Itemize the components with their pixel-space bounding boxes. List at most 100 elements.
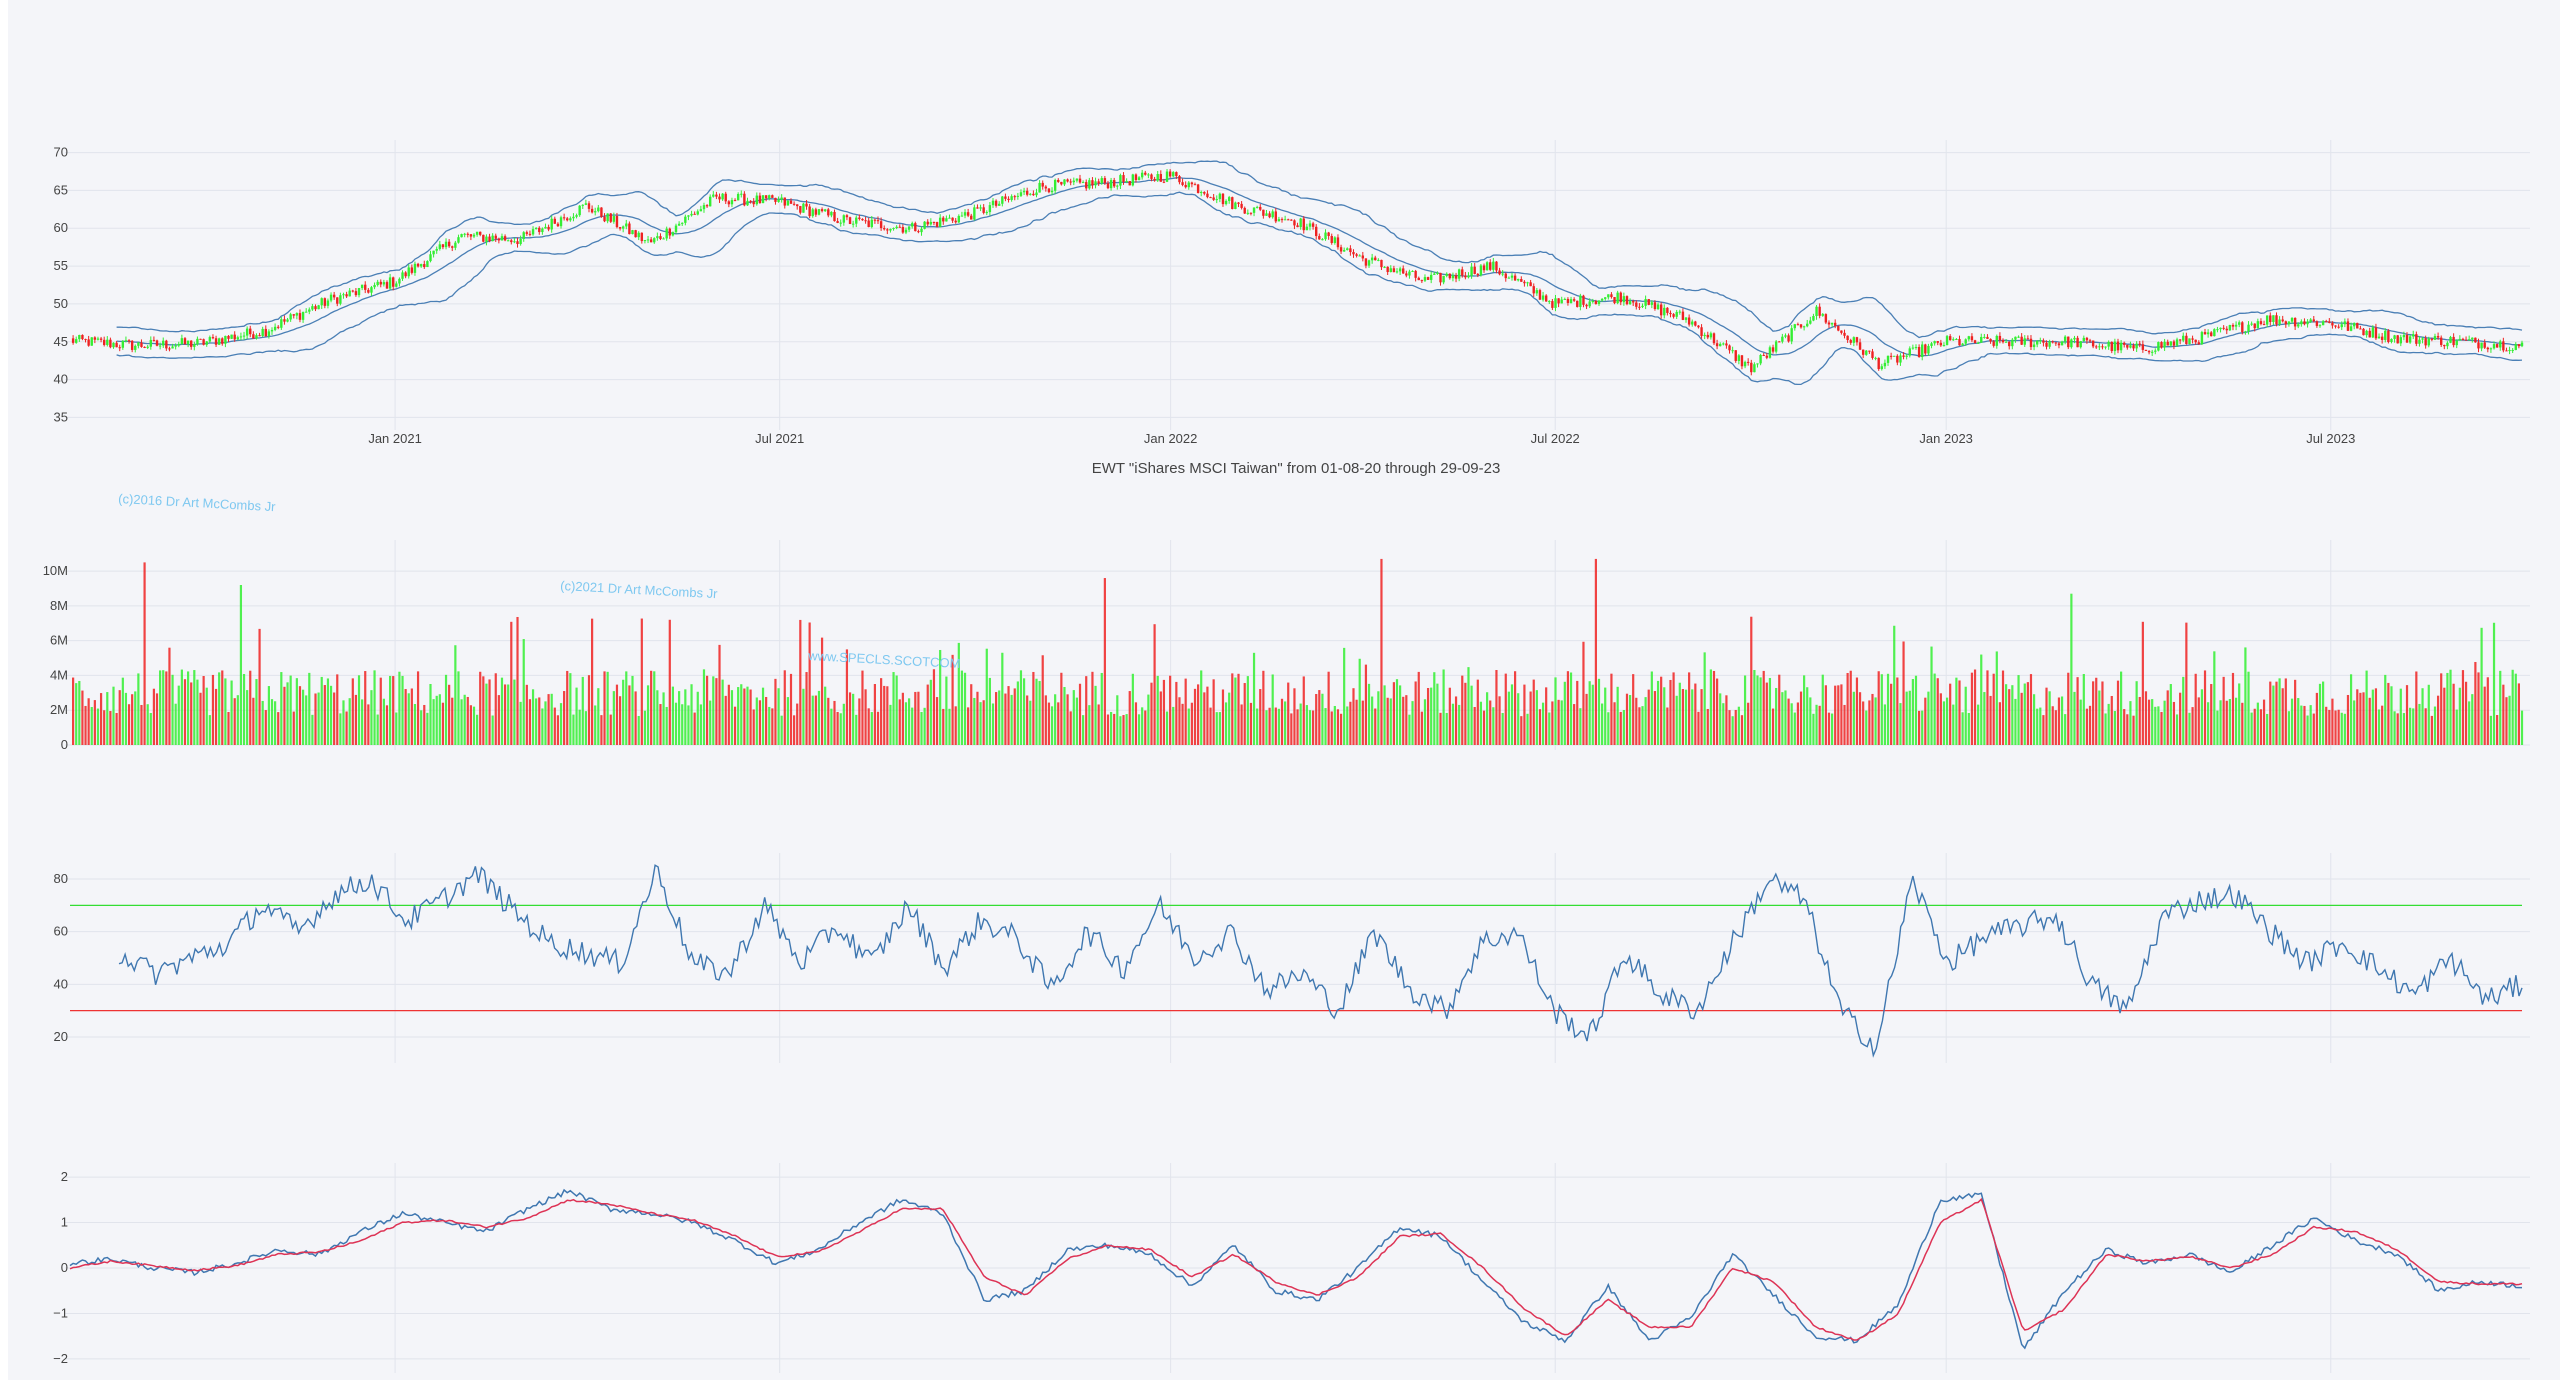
candle-body [1352,252,1355,255]
volume-bar [1855,677,1859,745]
candle-body [1986,336,1989,339]
volume-bar [712,676,715,745]
candle-body [2054,342,2058,344]
volume-bar [435,695,438,745]
candle-body [81,334,84,340]
volume-bar [1215,712,1218,745]
volume-bar [2017,675,2020,745]
candle-body [177,343,180,346]
candle-body [2297,324,2300,327]
volume-bar [314,693,317,745]
candle-body [1290,219,1293,221]
candle-body [827,209,830,216]
candle-body [2511,349,2514,351]
candle-body [205,341,208,345]
volume-bar [855,714,858,745]
volume-bar [2001,670,2005,745]
candle-body [1669,312,1672,315]
volume-bar [1939,693,1942,745]
volume-bar [1280,698,1284,745]
candle-body [867,220,870,227]
volume-bar [2020,692,2023,745]
volume-bar [705,675,709,745]
volume-bar [1001,652,1004,745]
y-tick-label: 55 [54,258,68,273]
volume-bar [2023,683,2026,745]
volume-bar [1467,667,1470,745]
candle-body [2200,332,2204,345]
band-lower-line [116,191,2523,386]
candle-body [423,264,426,268]
candle-body [951,217,954,221]
volume-bar [2511,669,2514,745]
volume-bar [149,713,152,745]
volume-bar [1091,671,1094,745]
candle-body [1821,314,1824,316]
volume-bar [1569,672,1573,745]
volume-bar [392,676,395,745]
volume-bar [1197,684,1200,745]
volume-bar [227,711,230,745]
candle-body [2306,321,2309,325]
candle-body [1442,275,1445,283]
candle-body [1249,212,1253,214]
volume-bar [740,684,743,745]
volume-bar [2110,695,2113,745]
candle-body [1768,347,1772,358]
volume-bar [2502,684,2505,745]
candle-body [923,221,926,229]
volume-bar [1411,701,1414,745]
volume-bar [1880,674,1883,745]
volume-bar [1765,682,1768,745]
volume-bar [976,691,979,745]
volume-bar [280,672,283,745]
candlesticks [71,169,2524,376]
candle-body [2343,321,2347,325]
candle-body [2250,323,2253,325]
candle-body [758,195,762,204]
candle-body [217,338,221,345]
volume-bar [793,715,796,745]
volume-bar [2365,670,2368,745]
volume-bar [1507,691,1510,745]
candle-body [1591,300,1594,302]
volume-bar [2384,674,2387,745]
candle-body [1125,180,1128,182]
candle-body [2085,337,2089,341]
volume-bar [333,692,336,745]
candle-body [438,244,442,249]
volume-bar [929,679,932,745]
volume-bar [1585,693,1588,745]
candle-body [1753,364,1756,373]
candle-body [823,209,827,212]
candle-body [1010,196,1013,200]
volume-bar [426,712,429,745]
candle-body [2461,338,2465,340]
volume-bar [2182,676,2185,745]
candle-body [1358,255,1361,257]
candle-body [1057,179,1060,182]
candle-body [1917,347,1921,358]
volume-bar [2325,706,2328,745]
candle-body [1750,362,1753,373]
volume-bar [2421,688,2424,745]
volume-bar [444,674,448,745]
volume-bar [246,690,249,745]
candle-body [1703,334,1706,337]
volume-bar [1498,696,1501,745]
volume-bar [1535,690,1538,745]
candle-body [559,217,563,227]
volume-bar [600,715,603,745]
volume-bar [1147,694,1150,745]
candle-body [1287,219,1290,221]
candle-body [1383,266,1386,268]
candle-body [764,195,768,199]
candle-body [1423,277,1427,281]
volume-bar [780,715,783,745]
candle-body [451,246,454,248]
candle-body [1134,174,1138,180]
volume-bar [805,672,808,745]
candle-body [180,338,184,344]
candle-body [1663,307,1666,316]
